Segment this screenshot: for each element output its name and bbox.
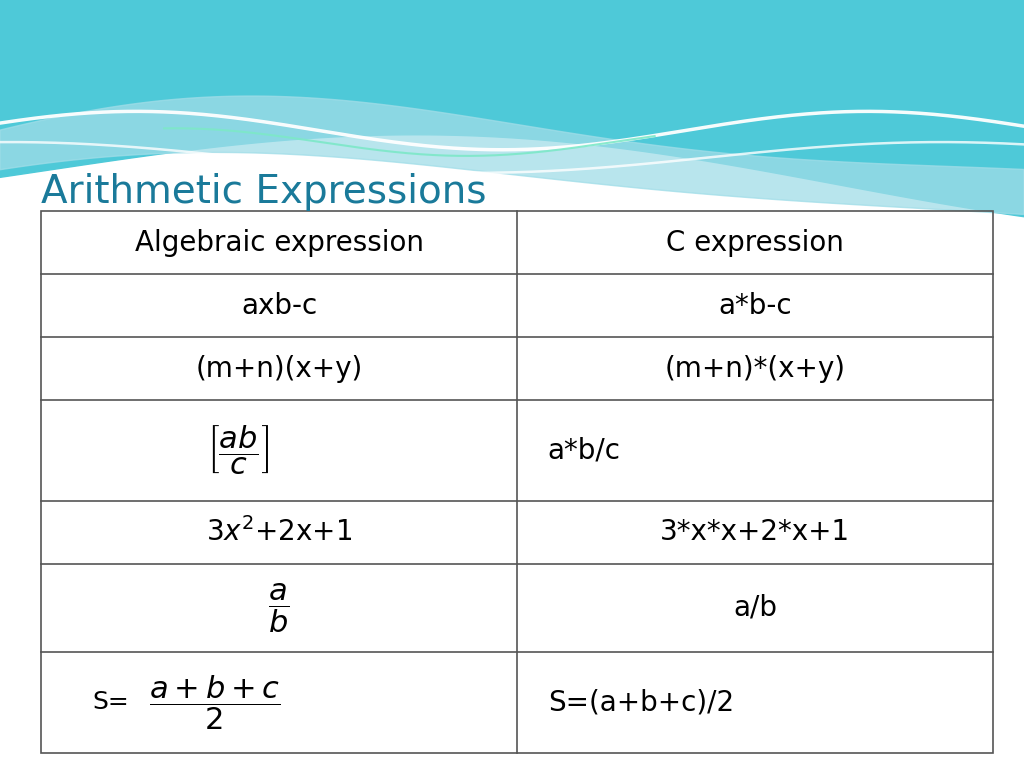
Text: (m+n)*(x+y): (m+n)*(x+y) — [665, 355, 846, 382]
Text: a*b/c: a*b/c — [548, 436, 621, 465]
Text: $\dfrac{a+b+c}{2}$: $\dfrac{a+b+c}{2}$ — [150, 673, 281, 732]
Text: $\left[\dfrac{ab}{c}\right]$: $\left[\dfrac{ab}{c}\right]$ — [207, 424, 269, 477]
Text: Algebraic expression: Algebraic expression — [134, 229, 424, 257]
Text: C expression: C expression — [667, 229, 844, 257]
Text: $\dfrac{a}{b}$: $\dfrac{a}{b}$ — [268, 581, 290, 634]
Text: $3x^2$+2x+1: $3x^2$+2x+1 — [206, 518, 352, 548]
Text: (m+n)(x+y): (m+n)(x+y) — [196, 355, 362, 382]
Text: S=(a+b+c)/2: S=(a+b+c)/2 — [548, 688, 734, 717]
Text: axb-c: axb-c — [241, 292, 317, 319]
Text: a/b: a/b — [733, 594, 777, 622]
Bar — [41, 211, 993, 753]
Text: Arithmetic Expressions: Arithmetic Expressions — [41, 173, 486, 210]
Text: 3*x*x+2*x+1: 3*x*x+2*x+1 — [660, 518, 850, 546]
Text: S=: S= — [92, 690, 129, 714]
Text: a*b-c: a*b-c — [719, 292, 792, 319]
